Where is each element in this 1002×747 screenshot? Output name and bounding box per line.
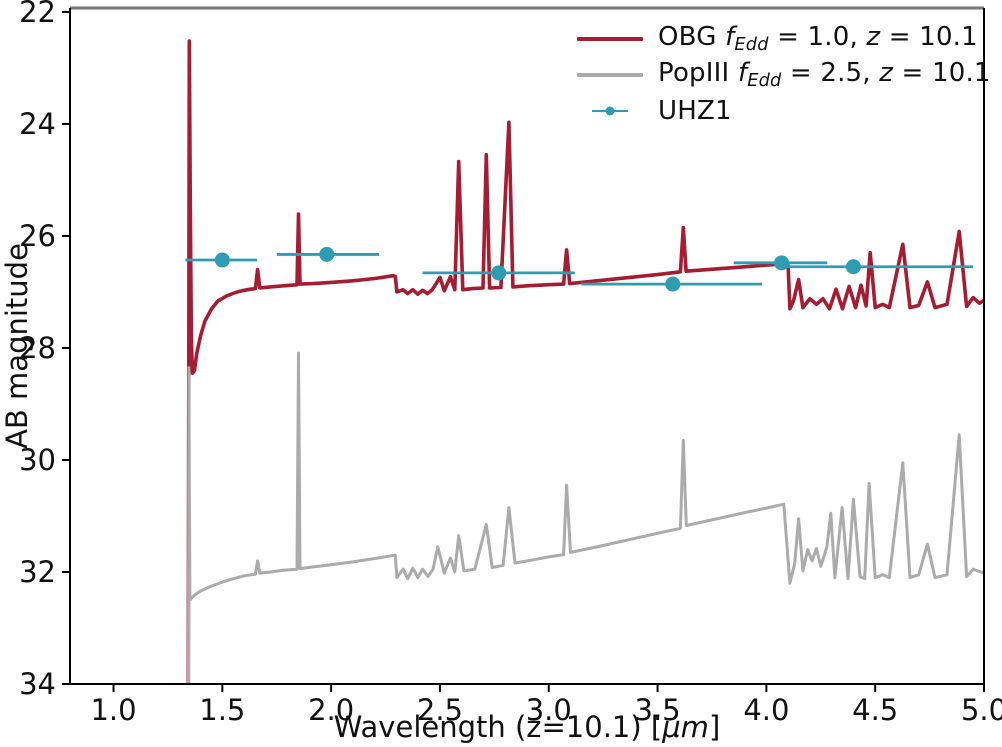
y-tick-label: 28	[19, 331, 56, 365]
legend-uhz1-marker-icon	[577, 105, 643, 117]
y-tick-label: 26	[19, 219, 56, 253]
legend: OBG fEdd = 1.0, z = 10.1 PopIII fEdd = 2.…	[577, 22, 991, 127]
x-tick-label: 1.5	[199, 693, 245, 727]
legend-label-uhz1: UHZ1	[658, 95, 732, 126]
y-tick-label: 22	[19, 0, 56, 29]
x-tick-label: 3.0	[526, 693, 572, 727]
x-tick-label: 2.0	[308, 693, 354, 727]
y-axis-label: AB magnitude	[0, 243, 34, 449]
x-axis: 1.0 1.5 2.0 2.5 3.0 3.5 4.0 4.5 5.0	[90, 684, 1002, 727]
legend-item-uhz1: UHZ1	[577, 94, 991, 127]
legend-label-obg: OBG fEdd = 1.0, z = 10.1	[658, 22, 978, 55]
uhz1-point-2	[491, 265, 507, 281]
uhz1-point-0	[214, 252, 230, 268]
popiii-curve	[186, 351, 984, 684]
x-tick-label: 3.5	[635, 693, 681, 727]
legend-item-obg: OBG fEdd = 1.0, z = 10.1	[577, 22, 991, 55]
y-tick-label: 30	[19, 443, 56, 477]
uhz1-point-3	[665, 276, 681, 292]
legend-popiii-marker-icon	[577, 72, 643, 77]
x-tick-label: 4.5	[852, 693, 898, 727]
legend-label-popiii: PopIII fEdd = 2.5, z = 10.1	[658, 58, 991, 91]
x-axis-label: Wavelength (z=10.1) [μm]	[334, 710, 721, 744]
x-tick-label: 5.0	[961, 693, 1002, 727]
series-layer	[186, 39, 984, 684]
uhz1-point-5	[845, 259, 861, 275]
obg-curve	[186, 39, 984, 684]
y-tick-label: 34	[19, 667, 56, 701]
y-tick-label: 24	[19, 107, 56, 141]
legend-item-popiii: PopIII fEdd = 2.5, z = 10.1	[577, 58, 991, 91]
uhz1-point-1	[319, 246, 335, 262]
y-axis: 22 24 26 28 30 32 34	[19, 0, 70, 701]
x-tick-label: 1.0	[90, 693, 136, 727]
legend-obg-marker-icon	[577, 36, 643, 41]
y-tick-label: 32	[19, 555, 56, 589]
uhz1-errorbar-series	[185, 246, 974, 292]
x-tick-label: 4.0	[743, 693, 789, 727]
x-tick-label: 2.5	[417, 693, 463, 727]
